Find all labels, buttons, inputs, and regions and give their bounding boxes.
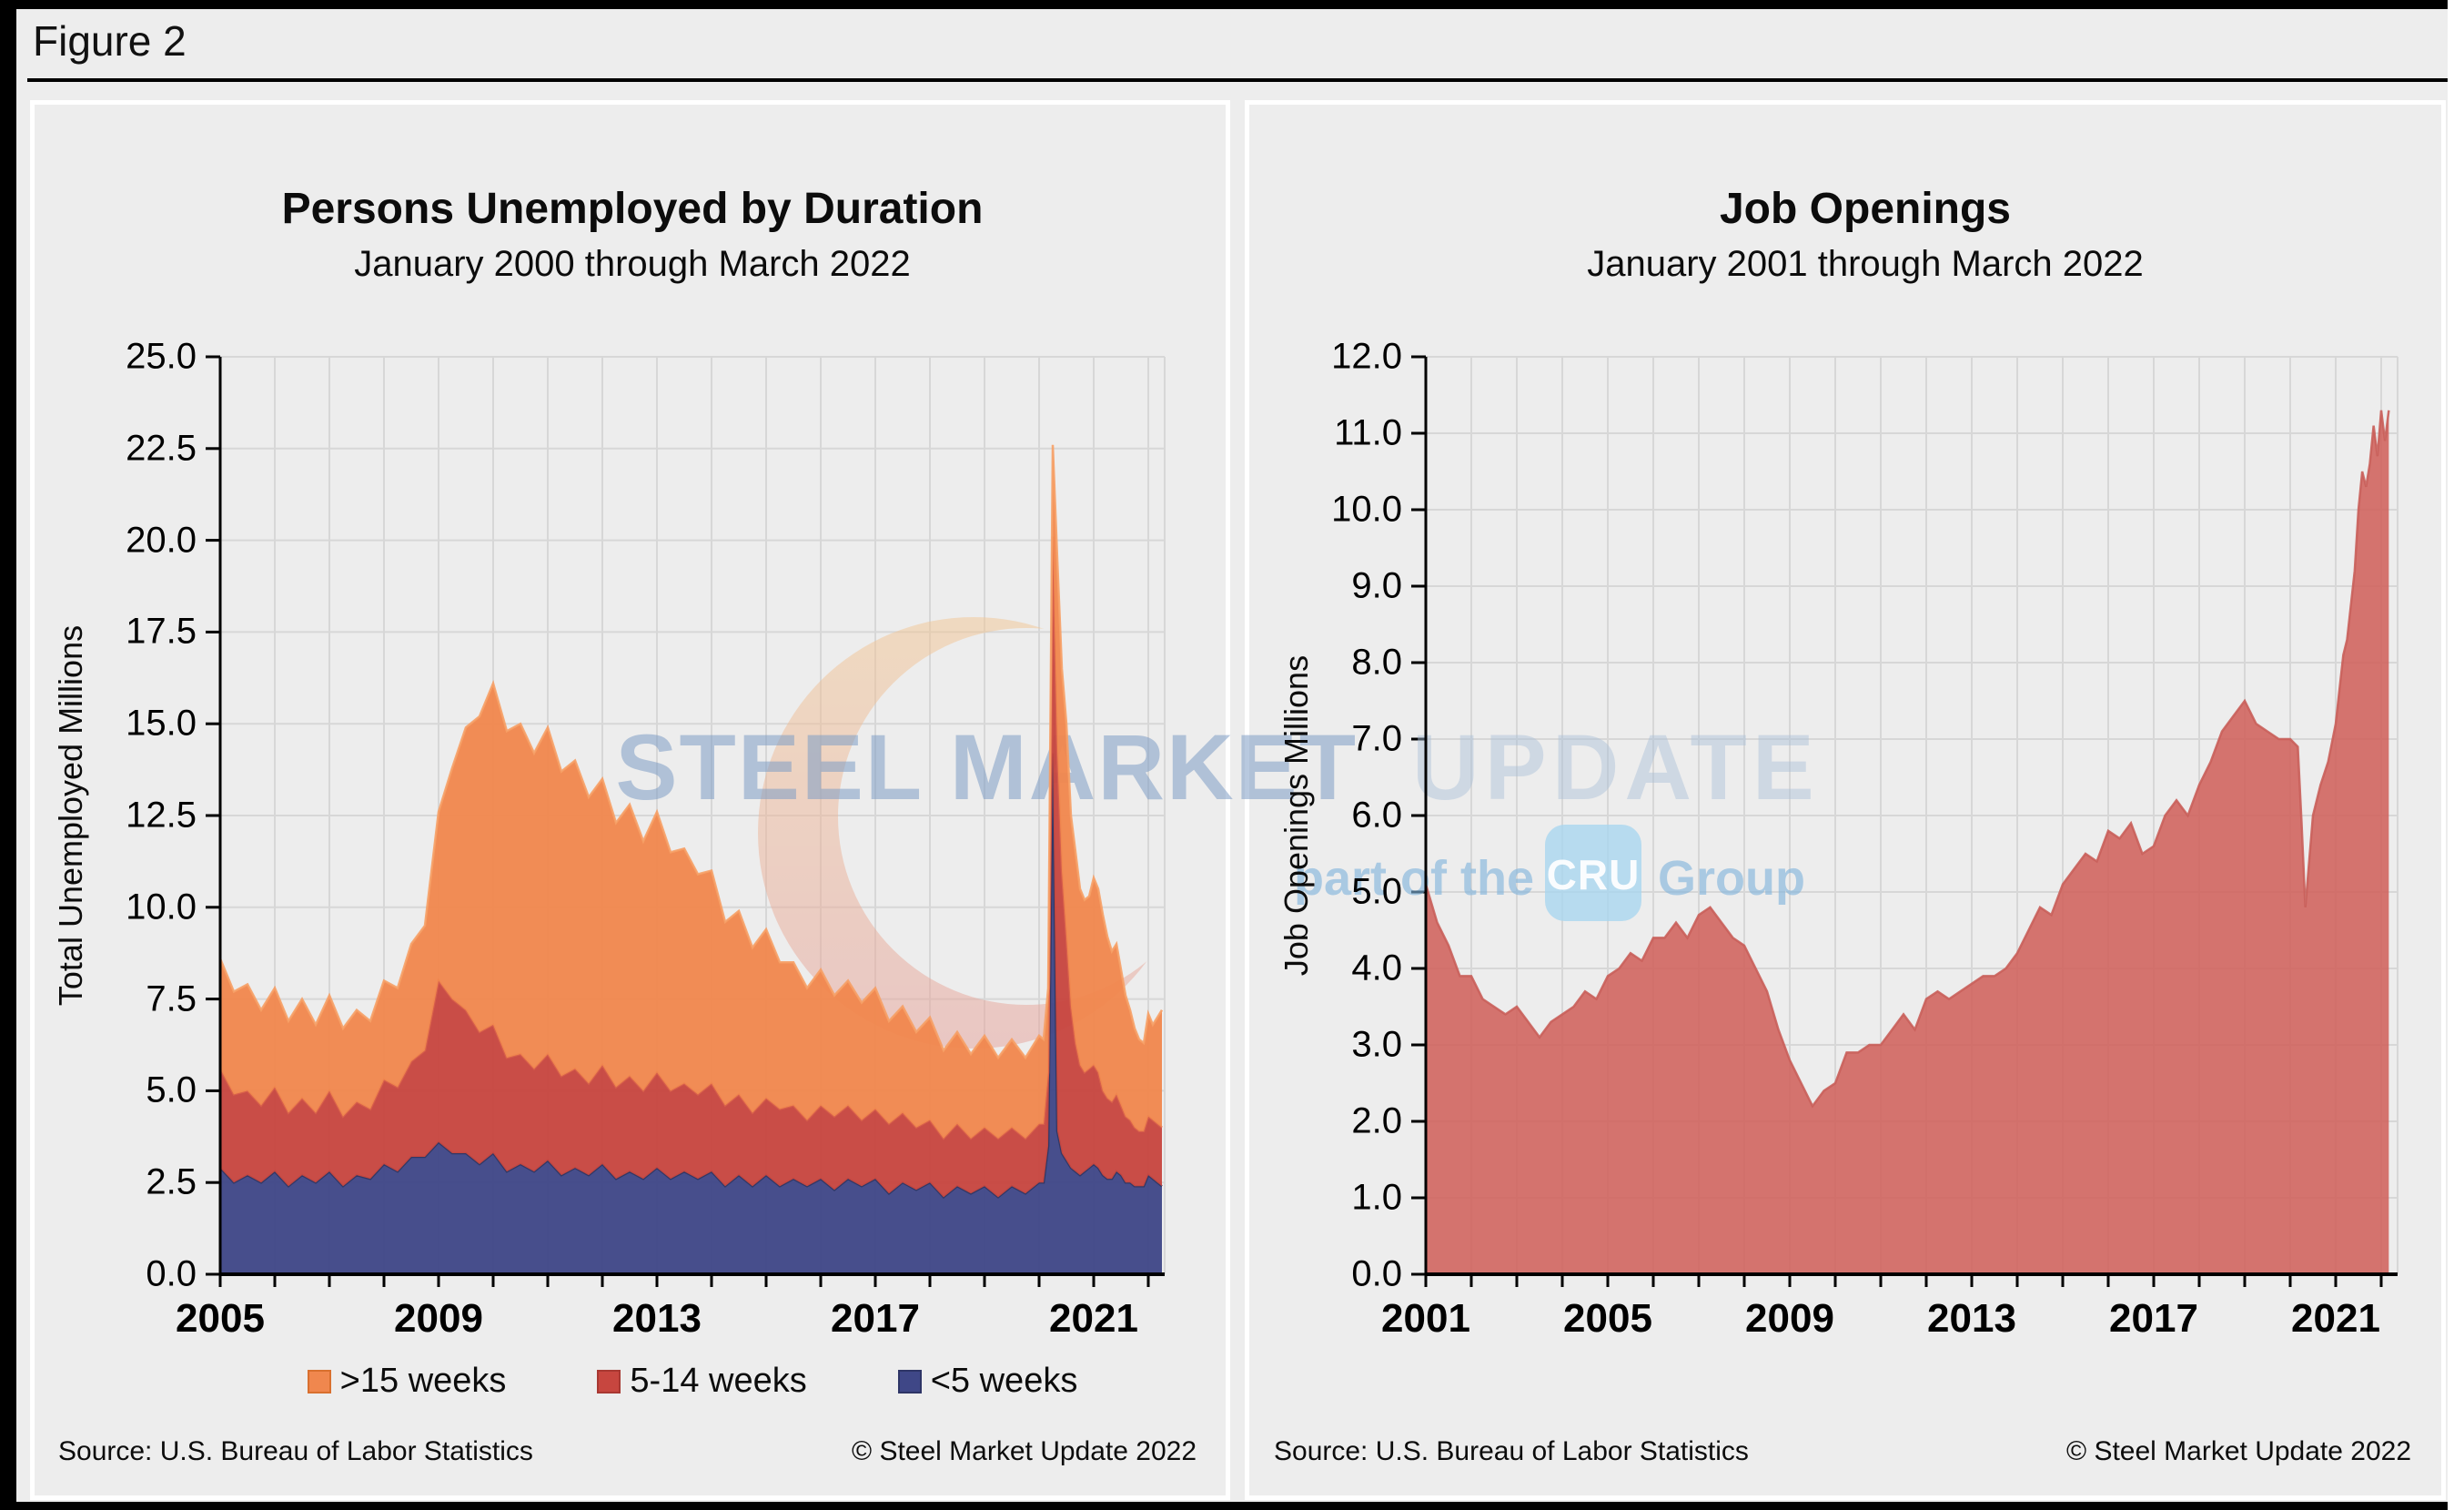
- figure-label: Figure 2: [33, 17, 187, 65]
- header-rule: [27, 78, 2448, 82]
- job-openings-chart-panel: [1245, 100, 2446, 1500]
- frame-bottom-bar: [0, 1502, 2448, 1510]
- frame-left-bar: [0, 0, 16, 1510]
- frame-top-bar: [0, 0, 2448, 9]
- unemployment-chart-panel: [30, 100, 1230, 1500]
